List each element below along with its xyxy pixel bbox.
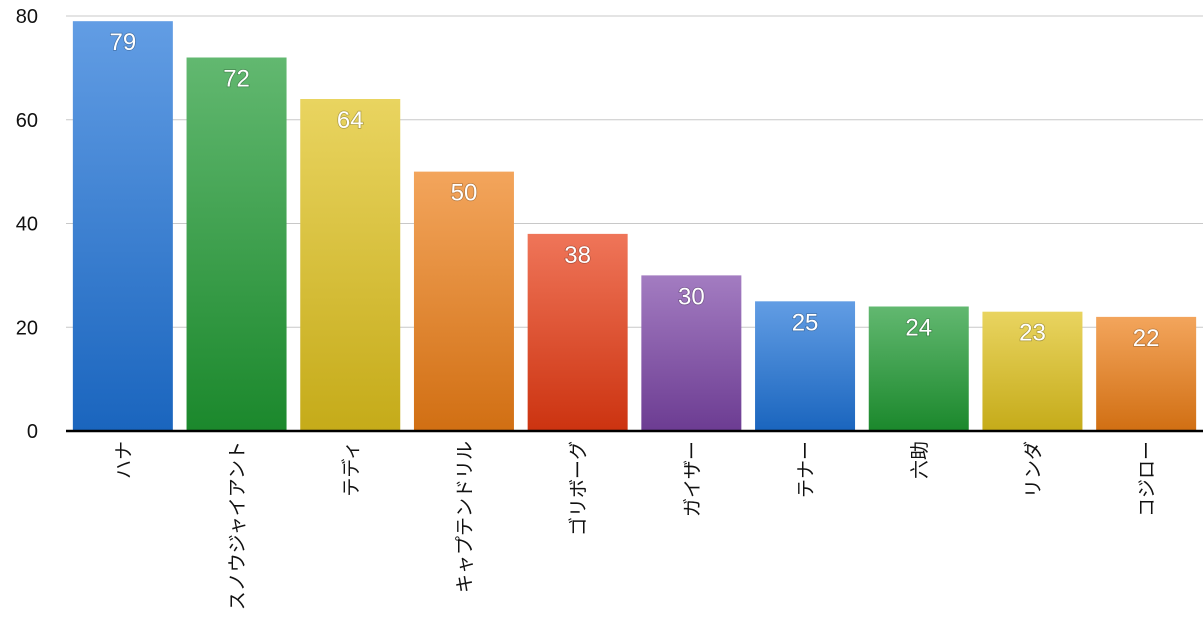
x-category-label: ガイザー xyxy=(681,441,703,517)
x-category-label: ハナ xyxy=(113,441,135,479)
bar xyxy=(186,57,287,431)
y-tick-label: 40 xyxy=(16,214,38,236)
data-label: 24 xyxy=(905,315,932,342)
bar xyxy=(868,306,969,431)
y-axis-tick-labels: 0 20 40 60 80 xyxy=(16,6,38,443)
data-label: 79 xyxy=(109,29,136,56)
bars xyxy=(72,21,1197,431)
x-category-label: キャプテンドリル xyxy=(454,441,476,593)
data-label: 72 xyxy=(223,66,250,93)
bar xyxy=(982,311,1083,431)
x-category-label: スノウジャイアント xyxy=(227,441,249,610)
data-label: 22 xyxy=(1133,325,1160,352)
y-tick-label: 20 xyxy=(16,317,38,339)
x-category-label: テディ xyxy=(340,441,362,497)
y-tick-label: 60 xyxy=(16,110,38,132)
data-label: 23 xyxy=(1019,320,1046,347)
bar xyxy=(413,171,514,431)
data-labels: 79 72 64 50 38 30 25 24 23 22 xyxy=(109,28,1161,352)
y-tick-label: 80 xyxy=(16,6,38,28)
x-category-label: リンダ xyxy=(1022,441,1044,498)
data-label: 25 xyxy=(792,309,819,336)
data-label: 30 xyxy=(678,283,705,310)
x-axis-category-labels: ハナ スノウジャイアント テディ キャプテンドリル ゴリボーグ ガイザー テナー 六助 リンダ コ… xyxy=(113,441,1158,610)
bar xyxy=(755,301,856,431)
bar xyxy=(641,275,742,431)
y-tick-label: 0 xyxy=(27,421,38,443)
bar xyxy=(527,233,628,431)
bar xyxy=(72,21,173,431)
x-category-label: テナー xyxy=(795,441,817,498)
bar xyxy=(1096,316,1197,431)
bar xyxy=(300,99,401,431)
data-label: 38 xyxy=(564,242,591,269)
x-category-label: ゴリボーグ xyxy=(568,441,590,536)
x-category-label: コジロー xyxy=(1136,441,1158,517)
x-category-label: 六助 xyxy=(909,441,931,479)
data-label: 64 xyxy=(337,107,364,134)
data-label: 50 xyxy=(451,180,478,207)
